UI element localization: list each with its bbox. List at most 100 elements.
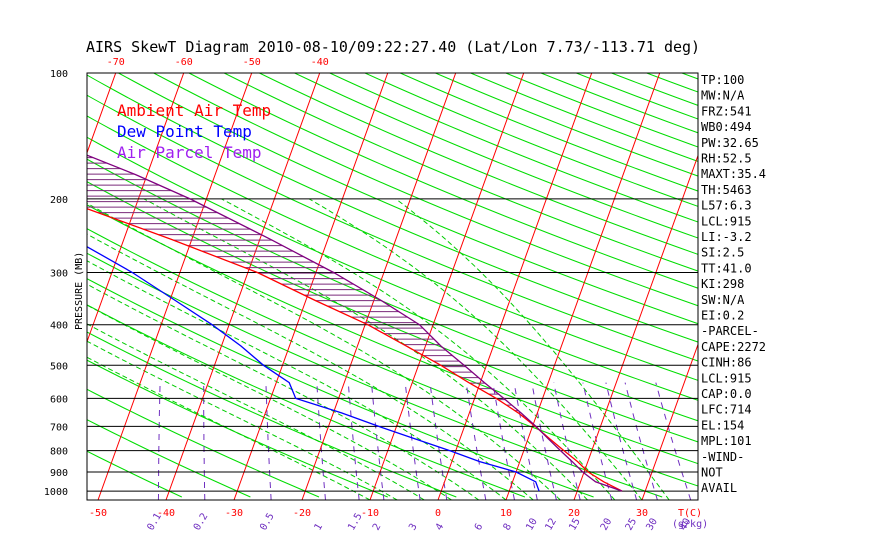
index-label: MAXT:35.4 <box>701 167 766 181</box>
mixing-ratio-label: 6 <box>473 522 486 533</box>
dry-adiabat <box>87 228 698 487</box>
index-label: -WIND- <box>701 450 744 464</box>
temp-tick-label: 20 <box>568 508 580 519</box>
index-label: CINH:86 <box>701 356 752 370</box>
pressure-tick-label: 900 <box>50 468 68 479</box>
mixing-ratio-label: 40 <box>678 517 694 533</box>
index-label: EI:0.2 <box>701 309 744 323</box>
isotherm-line <box>87 73 185 344</box>
moist-adiabat <box>87 260 507 500</box>
index-label: LCL:915 <box>701 214 752 228</box>
pressure-tick-label: 800 <box>50 447 68 458</box>
chart-grid <box>0 73 870 500</box>
dry-adiabat <box>118 73 698 325</box>
pressure-tick-label: 300 <box>50 269 68 280</box>
series-line <box>87 154 623 492</box>
dry-adiabat <box>329 73 698 223</box>
series-line <box>87 245 540 492</box>
temp-tick-label: -50 <box>243 57 261 68</box>
mixing-ratio-line <box>465 382 487 500</box>
moist-adiabat <box>87 283 480 500</box>
pressure-tick-label: 1000 <box>44 487 68 498</box>
index-label: SW:N/A <box>701 293 745 307</box>
dry-adiabat <box>87 115 698 381</box>
index-label: TT:41.0 <box>701 261 752 275</box>
legend-entry: Dew Point Temp <box>117 122 252 141</box>
index-label: LCL:915 <box>701 371 752 385</box>
dry-adiabat <box>223 73 698 272</box>
temp-tick-label: -10 <box>361 508 379 519</box>
dry-adiabat <box>87 158 698 422</box>
index-label: SI:2.5 <box>701 246 744 260</box>
isotherm-line <box>0 73 48 500</box>
index-label: FRZ:541 <box>701 104 752 118</box>
index-label: TH:5463 <box>701 183 752 197</box>
dry-adiabat <box>87 74 698 343</box>
index-label: CAPE:2272 <box>701 340 766 354</box>
mixing-ratio-label: 12 <box>543 517 559 533</box>
index-label: RH:52.5 <box>701 152 752 166</box>
index-label: -PARCEL- <box>701 324 759 338</box>
legend-entry: Air Parcel Temp <box>117 143 262 162</box>
moist-adiabat <box>87 304 452 500</box>
dry-adiabat <box>399 73 698 192</box>
index-label: EL:154 <box>701 418 744 432</box>
pressure-tick-label: 600 <box>50 394 68 405</box>
isotherm-line <box>846 73 870 500</box>
legend-entry: Ambient Air Temp <box>117 101 271 120</box>
temp-tick-label: -30 <box>225 508 243 519</box>
index-label: KI:298 <box>701 277 744 291</box>
temp-tick-label: -40 <box>157 508 175 519</box>
index-label: LI:-3.2 <box>701 230 752 244</box>
isotherm-line <box>437 73 593 500</box>
isotherm-line <box>573 154 698 500</box>
mixing-ratio-label: 1 <box>313 522 326 533</box>
index-label: WB0:494 <box>701 120 752 134</box>
mixing-ratio-line <box>492 382 515 500</box>
dry-adiabat <box>153 73 698 307</box>
index-label: LFC:714 <box>701 403 752 417</box>
isotherm-line <box>165 73 321 500</box>
isotherm-line <box>778 73 870 500</box>
mixing-ratio-line <box>157 382 161 500</box>
isotherm-line <box>97 73 253 500</box>
mixing-ratio-label: 0.5 <box>258 511 277 532</box>
mixing-ratio-unit: (g/kg) <box>672 519 708 530</box>
temp-tick-label: -70 <box>107 57 125 68</box>
temp-tick-label: 10 <box>500 508 512 519</box>
dry-adiabat <box>505 73 698 148</box>
pressure-tick-label: 200 <box>50 195 68 206</box>
isotherm-line <box>233 73 389 500</box>
mixing-ratio-line <box>513 382 538 500</box>
dry-adiabat <box>259 73 698 255</box>
pressure-tick-label: 500 <box>50 361 68 372</box>
index-label: MPL:101 <box>701 434 752 448</box>
mixing-ratio-label: 15 <box>567 517 583 533</box>
chart-axes: 1002003004005006007008009001000PRESSURE … <box>44 57 708 533</box>
isotherm-line <box>369 73 525 500</box>
index-label: TP:100 <box>701 73 744 87</box>
series-line <box>87 207 623 492</box>
temp-tick-label: -40 <box>311 57 329 68</box>
dry-adiabat <box>364 73 698 207</box>
temp-tick-label: 0 <box>435 508 441 519</box>
isotherm-line <box>87 73 117 155</box>
mixing-ratio-label: 8 <box>502 522 515 533</box>
moist-adiabat <box>87 202 561 500</box>
dry-adiabat <box>435 73 698 177</box>
mixing-ratio-label: 10 <box>524 517 540 533</box>
temp-tick-label: -20 <box>293 508 311 519</box>
mixing-ratio-label: 3 <box>407 522 420 533</box>
y-axis-label: PRESSURE (MB) <box>74 252 85 330</box>
chart-legend: Ambient Air Temp Dew Point Temp Air Parcel… <box>117 101 271 162</box>
dry-adiabat <box>470 73 698 162</box>
dry-adiabat <box>87 94 698 362</box>
moist-adiabat <box>143 198 588 500</box>
dry-adiabat <box>752 73 870 497</box>
moist-adiabat <box>87 356 371 500</box>
mixing-ratio-label: 25 <box>624 517 640 533</box>
moist-adiabat <box>308 198 643 500</box>
cape-hatch-area <box>87 157 531 423</box>
